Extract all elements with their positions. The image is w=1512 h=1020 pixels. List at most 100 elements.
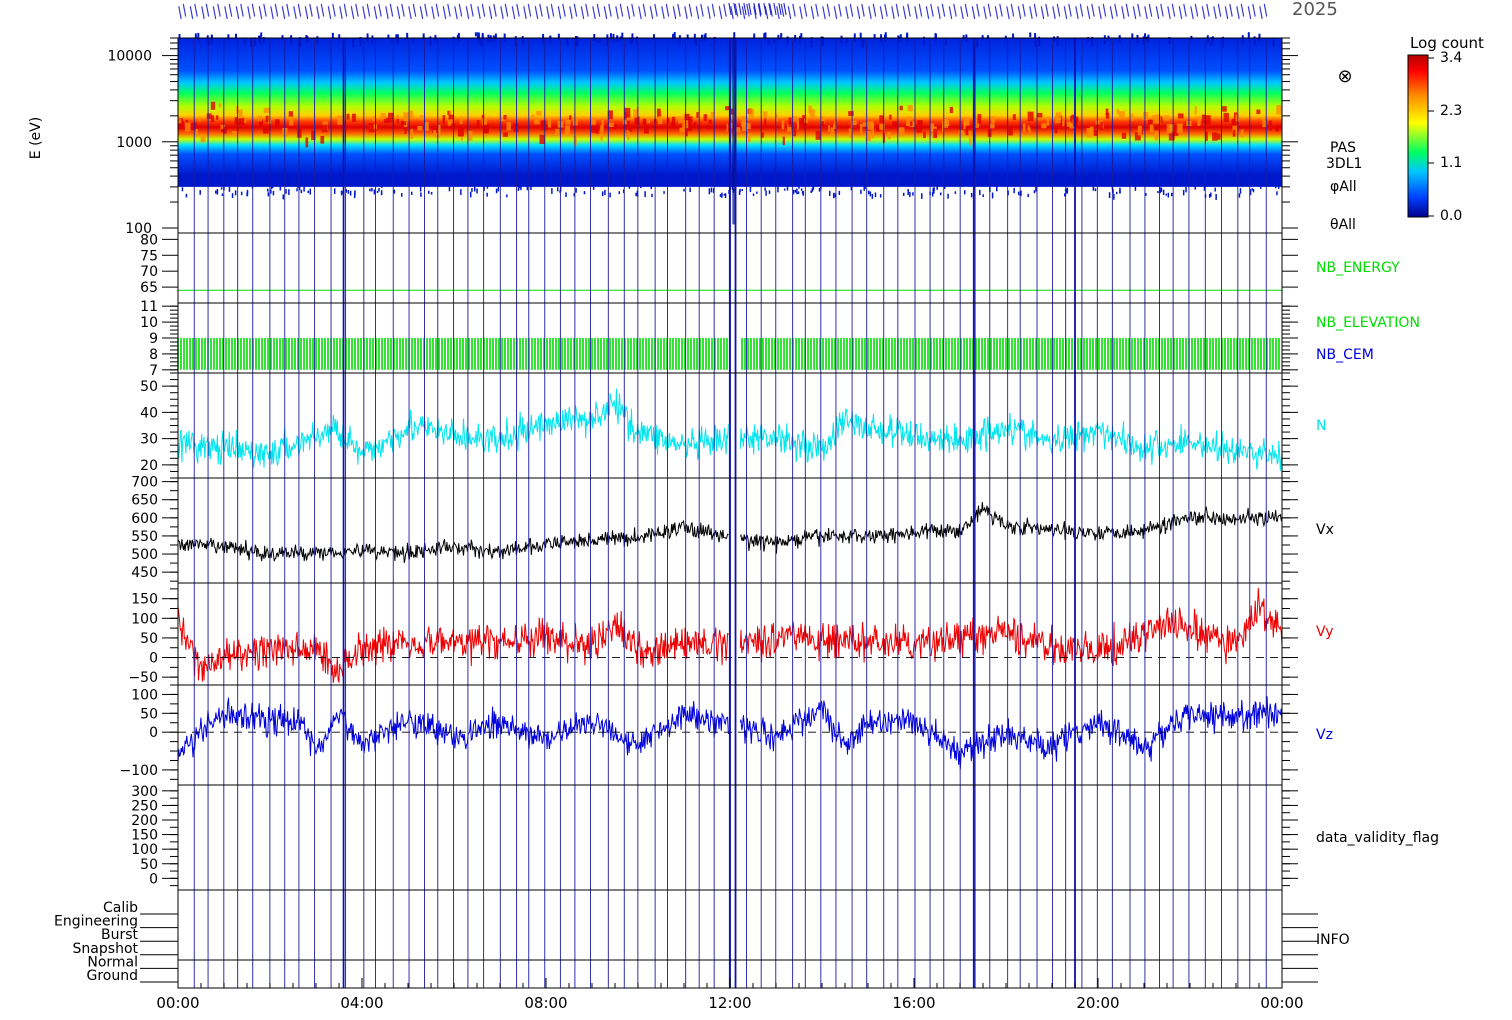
spectrogram-cell <box>609 192 611 198</box>
spectrogram-cell <box>260 32 263 37</box>
spectrogram-cell <box>979 189 981 196</box>
spectrogram-cell <box>1155 126 1158 132</box>
spectrogram-cell <box>1252 189 1255 193</box>
spectrogram-ylabel: E (eV) <box>28 117 44 159</box>
spectrogram-cell <box>346 113 350 120</box>
y-tick-label: 1000 <box>116 135 152 151</box>
series-label-n: N <box>1316 418 1326 434</box>
spectrogram-cell <box>860 189 862 194</box>
spectrogram-cell <box>299 37 302 48</box>
y-tick-label: 80 <box>140 232 158 248</box>
spectrogram-cell <box>1223 112 1229 123</box>
spectrogram-cell <box>1232 129 1236 137</box>
spectrogram-cell <box>481 114 485 120</box>
spectrogram-cell <box>969 137 972 146</box>
spectrogram-cell <box>747 133 751 143</box>
spectrogram-cell <box>1070 115 1073 124</box>
spectrogram-cell <box>600 131 603 141</box>
spectrogram-cell <box>862 122 869 127</box>
spectrogram-cell <box>1131 113 1134 121</box>
spectrogram-cell <box>184 122 191 132</box>
spectrogram-cell <box>704 33 707 39</box>
spectrogram-cell <box>820 116 826 124</box>
spectrogram-cell <box>541 120 546 129</box>
spectrogram-cell <box>359 36 362 46</box>
spectrogram-cell <box>788 117 794 127</box>
spectrogram-cell <box>922 36 925 47</box>
spectrogram-cell <box>220 124 226 130</box>
spectrogram-cell <box>190 123 196 130</box>
header-overprint-mark: / <box>749 1 761 17</box>
spectrogram-cell <box>936 184 938 190</box>
spectrogram-cell <box>178 119 182 124</box>
spectrogram-cell <box>282 194 285 200</box>
spectrogram-cell <box>576 36 579 46</box>
spectrogram-cell <box>1105 108 1109 116</box>
spectrogram-cell <box>644 125 649 134</box>
spectrogram-cell <box>1170 192 1173 197</box>
spectrogram-cell <box>624 107 631 118</box>
y-tick-label: 7 <box>149 363 158 379</box>
spectrogram-cell <box>1013 187 1015 194</box>
spectrogram-cell <box>178 34 181 39</box>
time-marker-lines <box>193 38 1267 988</box>
spectrogram-cell <box>231 193 234 198</box>
spectrogram-cell <box>539 134 546 145</box>
spectrogram-cell <box>1168 36 1171 44</box>
spectrogram-cell <box>764 118 767 126</box>
spectrogram-cell <box>250 37 253 48</box>
spectrogram-cell <box>210 101 216 110</box>
spectrogram-cell <box>1121 132 1127 139</box>
spectrogram-cell <box>767 37 770 46</box>
spectrogram-cell <box>658 116 663 125</box>
spectrogram-cell <box>271 184 274 189</box>
spectrogram-cell <box>1054 127 1058 134</box>
spectrogram-cell <box>876 126 881 132</box>
spectrogram-cell <box>499 117 505 122</box>
spectrogram-cell <box>288 189 290 195</box>
spectrogram-cell <box>572 117 578 126</box>
spectrogram-cell <box>898 127 905 135</box>
spectrogram-cell <box>923 131 926 139</box>
header-overprint-mark: / <box>774 1 786 17</box>
spectrogram-cell <box>1093 130 1098 136</box>
spectrogram-cell <box>275 119 280 128</box>
spectrogram-cell <box>889 114 892 120</box>
cross-symbol: ⊗ <box>1337 66 1352 87</box>
spectrogram-cell <box>763 111 768 121</box>
spectrogram-cell <box>741 116 747 124</box>
spectrogram-cell <box>708 119 712 124</box>
spectrogram-cell <box>768 190 771 195</box>
spectrogram-cell <box>943 120 950 127</box>
spectrogram-cell <box>420 192 422 197</box>
spectrogram-cell <box>644 191 646 198</box>
spectrogram-cell <box>220 187 223 190</box>
spectrogram-cell <box>686 34 689 40</box>
spectrogram-cell <box>873 34 876 40</box>
spectrogram-cell <box>347 190 350 194</box>
spectrogram-cell <box>821 36 824 46</box>
spectrogram-cell <box>1275 124 1279 132</box>
spectrogram-cell <box>996 186 998 192</box>
y-tick-label: 8 <box>149 347 158 363</box>
spectrogram-cell <box>850 120 857 129</box>
spectrogram-cell <box>258 115 263 122</box>
spectrogram-cell <box>433 130 437 135</box>
spectrogram-cell <box>963 190 966 195</box>
spectrogram-cell <box>1035 186 1037 192</box>
spectrogram-cell <box>941 125 945 133</box>
spectrogram-cell <box>410 191 413 195</box>
spectrogram-cell <box>640 184 642 189</box>
y-tick-label: 20 <box>140 458 158 474</box>
spectrogram-cell <box>412 37 415 43</box>
spectrogram-cell <box>1038 36 1041 47</box>
spectrogram-cell <box>848 128 853 138</box>
spectrogram-cell <box>409 110 414 119</box>
spectrogram-cell <box>729 108 734 115</box>
spectrogram-cell <box>369 188 371 192</box>
spectrogram-cell <box>846 37 849 43</box>
spectrogram-cell <box>867 190 870 195</box>
y-tick-label: Engineering <box>54 914 138 930</box>
spectrogram-cell <box>810 37 813 48</box>
spectrogram-cell <box>1037 112 1043 118</box>
